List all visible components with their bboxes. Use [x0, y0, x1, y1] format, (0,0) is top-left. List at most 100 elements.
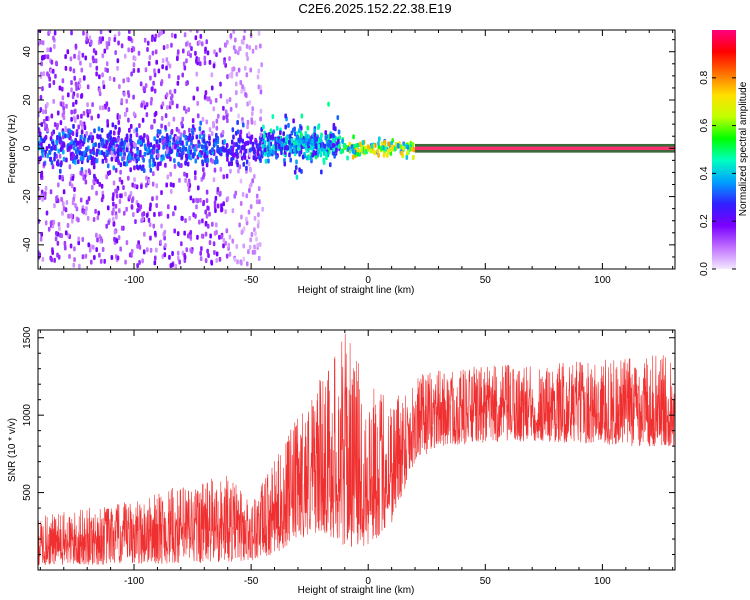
heatmap-cell: [235, 243, 239, 249]
heatmap-cell: [226, 196, 230, 202]
heatmap-cell: [235, 148, 239, 154]
heatmap-cell: [77, 54, 80, 60]
heatmap-cell: [255, 199, 259, 205]
heatmap-cell: [50, 257, 54, 263]
heatmap-cell: [195, 134, 199, 140]
heatmap-cell: [155, 195, 159, 201]
heatmap-cell: [168, 141, 172, 147]
heatmap-cell: [70, 213, 73, 219]
heatmap-cell: [153, 212, 156, 218]
heatmap-cell: [251, 249, 255, 255]
heatmap-cell: [240, 214, 243, 220]
heatmap-cell: [179, 147, 182, 153]
heatmap-cell: [199, 197, 202, 203]
x-tick-label: 100: [594, 275, 611, 286]
heatmap-cell: [161, 254, 165, 260]
heatmap-cell: [78, 83, 82, 89]
heatmap-cell: [86, 112, 90, 118]
heatmap-cell: [299, 139, 303, 145]
heatmap-cell: [240, 260, 243, 266]
heatmap-cell: [62, 110, 66, 116]
heatmap-cell: [80, 67, 84, 73]
heatmap-cell: [138, 244, 142, 250]
heatmap-cell: [82, 30, 85, 36]
heatmap-cell: [256, 242, 260, 248]
heatmap-cell: [267, 158, 270, 164]
heatmap-cell: [148, 158, 152, 164]
heatmap-cell: [241, 138, 245, 144]
heatmap-cell: [225, 173, 229, 179]
heatmap-cell: [241, 192, 245, 198]
heatmap-cell: [117, 40, 120, 46]
heatmap-cell: [237, 113, 240, 119]
heatmap-cell: [324, 130, 328, 136]
heatmap-cell: [386, 152, 389, 158]
heatmap-cell: [145, 102, 149, 108]
heatmap-cell: [206, 150, 209, 156]
heatmap-cell: [125, 240, 129, 246]
heatmap-cell: [356, 151, 360, 157]
y-tick-label: 500: [22, 484, 33, 501]
heatmap-cell: [348, 141, 352, 147]
heatmap-cell: [127, 90, 130, 96]
y-tick-label: 40: [22, 46, 33, 58]
heatmap-cell: [117, 120, 121, 126]
heatmap-cell: [57, 221, 61, 227]
heatmap-cell: [228, 56, 231, 62]
heatmap-cell: [44, 220, 48, 226]
heatmap-cell: [200, 150, 204, 156]
y-tick-label: -40: [22, 237, 33, 252]
heatmap-cell: [167, 73, 171, 79]
heatmap-cell: [215, 251, 219, 257]
heatmap-cell: [66, 133, 70, 139]
heatmap-cell: [113, 154, 116, 160]
heatmap-cell: [199, 120, 202, 126]
heatmap-cell: [233, 142, 236, 148]
heatmap-cell: [259, 146, 262, 152]
heatmap-cell: [230, 139, 234, 145]
heatmap-cell: [197, 143, 201, 149]
heatmap-cell: [155, 59, 159, 65]
heatmap-cell: [90, 160, 94, 166]
heatmap-cell: [399, 144, 403, 150]
heatmap-cell: [202, 167, 205, 173]
heatmap-cell: [148, 149, 151, 155]
heatmap-cell: [170, 93, 174, 99]
heatmap-cell: [254, 156, 258, 162]
heatmap-cell: [89, 62, 92, 68]
heatmap-cell: [176, 136, 180, 142]
heatmap-cell: [301, 154, 305, 160]
heatmap-cell: [382, 152, 386, 158]
heatmap-cell: [199, 250, 202, 256]
heatmap-cell: [165, 182, 168, 188]
heatmap-cell: [103, 258, 106, 264]
heatmap-cell: [188, 145, 191, 151]
heatmap-cell: [239, 136, 242, 142]
heatmap-cell: [214, 137, 218, 143]
heatmap-cell: [386, 149, 390, 155]
heatmap-cell: [240, 145, 244, 151]
heatmap-cell: [119, 246, 122, 252]
heatmap-cell: [183, 65, 187, 71]
heatmap-cell: [242, 145, 246, 151]
heatmap-cell: [101, 53, 105, 59]
heatmap-cell: [49, 47, 52, 53]
heatmap-cell: [67, 92, 70, 98]
heatmap-cell: [122, 210, 126, 216]
heatmap-cell: [146, 46, 149, 52]
heatmap-cell: [125, 133, 129, 139]
heatmap-cell: [377, 140, 380, 146]
heatmap-cell: [62, 141, 65, 147]
heatmap-cell: [166, 60, 170, 66]
heatmap-cell: [52, 219, 56, 225]
heatmap-cell: [80, 113, 83, 119]
heatmap-cell: [114, 124, 117, 130]
heatmap-cell: [100, 183, 104, 189]
heatmap-cell: [146, 40, 150, 46]
heatmap-cell: [106, 163, 110, 169]
heatmap-cell: [167, 204, 170, 210]
heatmap-cell: [90, 115, 94, 121]
heatmap-cell: [73, 257, 76, 263]
heatmap-cell: [53, 30, 57, 36]
heatmap-cell: [91, 156, 95, 162]
